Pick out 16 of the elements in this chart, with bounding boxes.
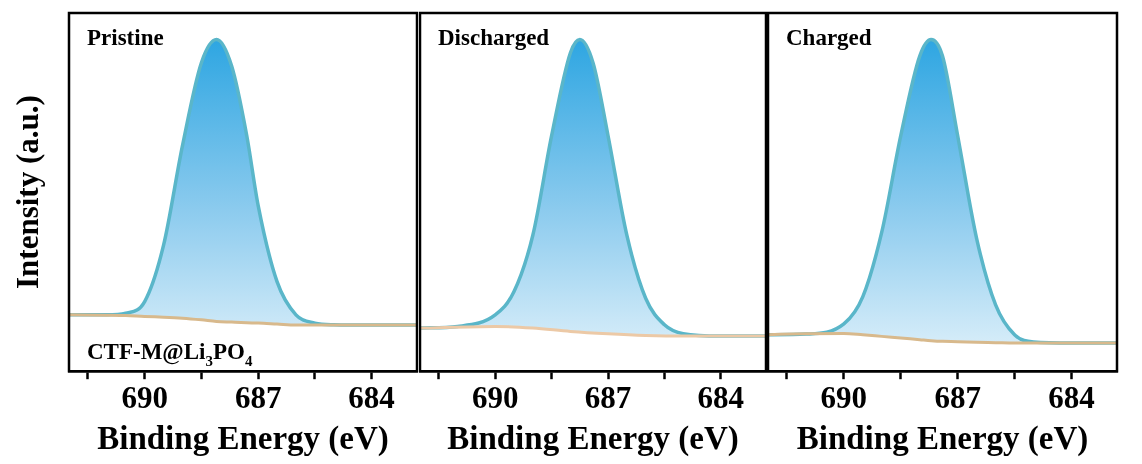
x-tick-label: 687 <box>584 379 632 415</box>
x-tick-label: 687 <box>934 379 981 415</box>
y-axis-title: Intensity (a.u.) <box>10 95 46 289</box>
x-tick-label: 690 <box>471 379 519 415</box>
x-tick-label: 684 <box>697 379 745 415</box>
chart-title: Discharged <box>438 25 550 50</box>
x-axis-title: Binding Energy (eV) <box>447 419 739 457</box>
x-axis-title: Binding Energy (eV) <box>796 419 1089 457</box>
chart-title: Pristine <box>87 25 164 50</box>
x-tick-label: 690 <box>121 379 168 415</box>
x-tick-label: 684 <box>348 379 395 415</box>
x-tick-label: 684 <box>1048 379 1095 415</box>
x-tick-label: 690 <box>820 379 868 415</box>
x-axis-title: Binding Energy (eV) <box>97 419 389 457</box>
x-tick-label: 687 <box>234 379 282 415</box>
chart-title: Charged <box>786 25 872 50</box>
